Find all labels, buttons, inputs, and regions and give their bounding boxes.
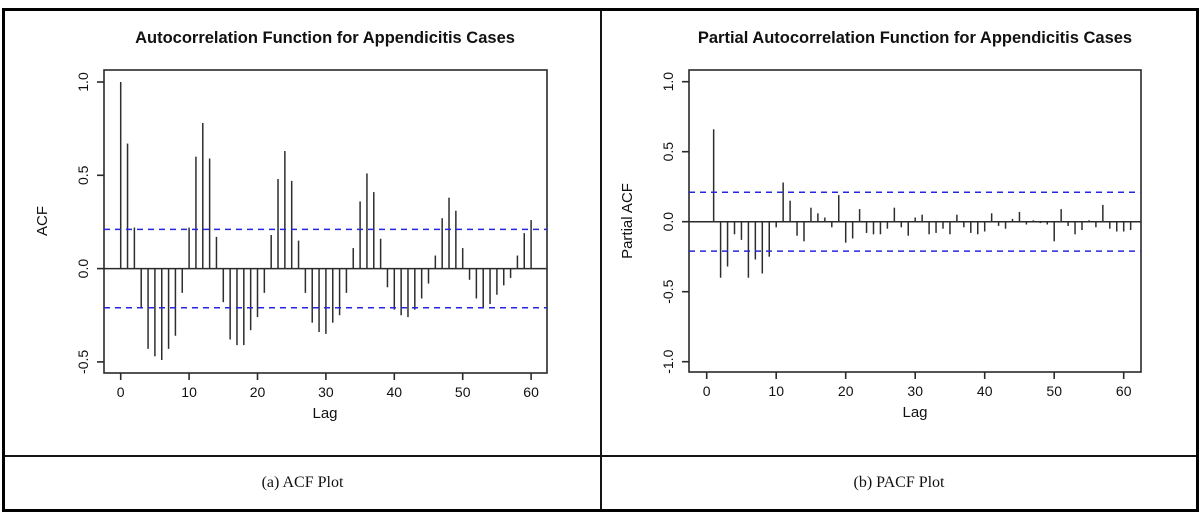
acf-y-tick-label: 1.0 bbox=[75, 72, 91, 92]
pacf-y-tick-label: 1.0 bbox=[660, 72, 676, 92]
acf-x-tick-label: 30 bbox=[318, 384, 334, 400]
caption-row: (a) ACF Plot (b) PACF Plot bbox=[5, 457, 1196, 509]
pacf-x-tick-label: 40 bbox=[977, 383, 993, 399]
acf-y-axis-label: ACF bbox=[34, 206, 51, 236]
acf-x-tick-label: 20 bbox=[250, 384, 266, 400]
vertical-cell-divider bbox=[600, 11, 602, 509]
acf-chart-title: Autocorrelation Function for Appendiciti… bbox=[135, 29, 515, 47]
acf-x-tick-label: 0 bbox=[117, 384, 125, 400]
caption-acf-plot: (a) ACF Plot bbox=[261, 474, 344, 491]
pacf-y-tick-label: -1.0 bbox=[660, 349, 676, 373]
pacf-plot-area: 1.0 0.5 0.0 -0.5 -1.0 0 10 20 30 40 50 60 bbox=[660, 69, 1142, 399]
pacf-x-tick-label: 20 bbox=[838, 383, 854, 399]
acf-x-tick-label: 50 bbox=[455, 384, 471, 400]
pacf-y-axis-label: Partial ACF bbox=[619, 183, 636, 259]
pacf-x-tick-label: 50 bbox=[1046, 383, 1062, 399]
acf-x-tick-label: 60 bbox=[523, 384, 539, 400]
pacf-x-axis-label: Lag bbox=[902, 404, 927, 421]
horizontal-cell-divider bbox=[5, 455, 1196, 457]
pacf-y-tick-label: 0.0 bbox=[660, 212, 676, 232]
acf-x-tick-label: 40 bbox=[387, 384, 403, 400]
pacf-x-tick-label: 10 bbox=[768, 383, 784, 399]
pacf-x-tick-label: 60 bbox=[1116, 383, 1132, 399]
acf-y-tick-label: 0.5 bbox=[75, 165, 91, 185]
acf-y-tick-label: 0.0 bbox=[75, 259, 91, 279]
acf-x-tick-label: 10 bbox=[181, 384, 197, 400]
acf-chart: Autocorrelation Function for Appendiciti… bbox=[5, 11, 600, 455]
acf-plot-area: 1.0 0.5 0.0 -0.5 0 10 20 30 40 50 60 bbox=[75, 69, 548, 400]
acf-x-axis-label: Lag bbox=[312, 405, 337, 422]
pacf-chart-title: Partial Autocorrelation Function for App… bbox=[698, 29, 1132, 47]
figure-table-frame: Autocorrelation Function for Appendiciti… bbox=[2, 8, 1199, 512]
caption-pacf-plot: (b) PACF Plot bbox=[853, 474, 945, 491]
pacf-y-tick-label: -0.5 bbox=[660, 279, 676, 303]
pacf-chart: Partial Autocorrelation Function for App… bbox=[602, 11, 1196, 455]
pacf-x-tick-label: 0 bbox=[703, 383, 711, 399]
pacf-y-tick-label: 0.5 bbox=[660, 142, 676, 162]
pacf-x-tick-label: 30 bbox=[907, 383, 923, 399]
acf-y-tick-label: -0.5 bbox=[75, 350, 91, 374]
